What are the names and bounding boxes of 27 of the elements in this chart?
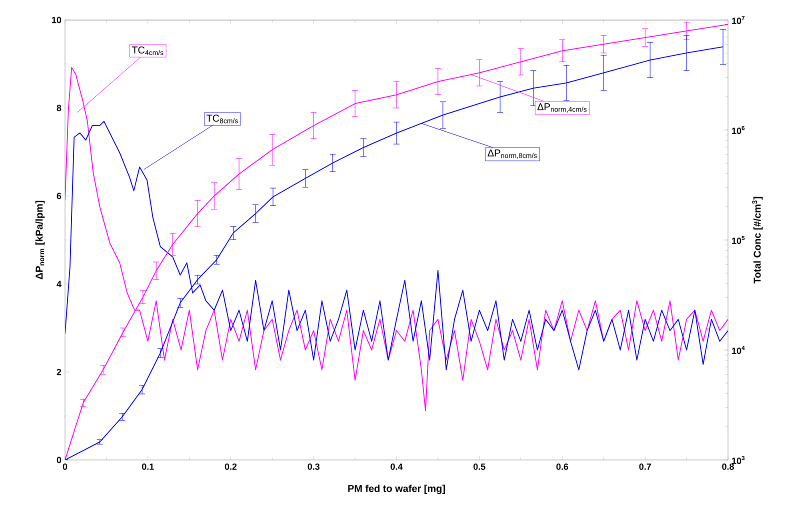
x-tick-label: 0.1 <box>142 464 154 470</box>
y2-tick-label: 10$^{3}$ <box>732 456 745 464</box>
text: ΔP$_{norm,4cm/s}$ <box>537 103 587 113</box>
y-tick-label: 10 <box>52 16 62 24</box>
y2-tick-label: 10$^{5}$ <box>732 236 745 244</box>
y2-tick-label: 10$^{4}$ <box>732 346 745 354</box>
x-tick-label: 0 <box>62 464 68 470</box>
x-tick-label: 0.2 <box>224 464 237 470</box>
x-tick-label: 0.5 <box>474 464 486 470</box>
x-axis-title: PM fed to wafer [mg] <box>348 484 445 494</box>
y2-axis-title: Total Conc [#/cm$^{3}$] <box>752 196 763 284</box>
text: TC$_{8cm/s}$ <box>206 114 238 124</box>
y-tick-label: 0 <box>56 456 62 464</box>
y-tick-label: 8 <box>56 104 62 112</box>
x-tick-label: 0.8 <box>722 464 734 470</box>
x-tick-label: 0.7 <box>639 464 651 470</box>
x-tick-label: 0.6 <box>556 464 568 470</box>
y2-tick-label: 10$^{6}$ <box>732 126 745 134</box>
x-tick-label: 0.4 <box>390 464 403 470</box>
y-tick-label: 2 <box>56 368 62 376</box>
y-tick-label: 4 <box>56 280 62 288</box>
text: TC$_{4cm/s}$ <box>132 46 164 56</box>
y-axis-title: ΔP$_{norm}$ [kPa/lpm] <box>35 200 45 280</box>
y-tick-label: 6 <box>56 192 62 200</box>
y2-tick-label: 10$^{7}$ <box>732 16 745 24</box>
text: ΔP$_{norm,8cm/s}$ <box>488 149 537 159</box>
x-tick-label: 0.3 <box>308 464 320 470</box>
